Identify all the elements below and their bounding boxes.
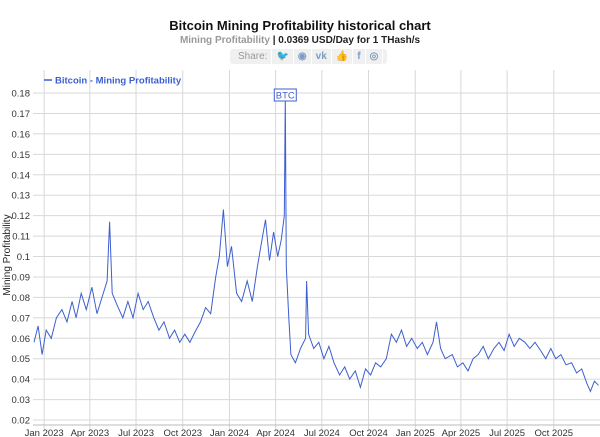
y-tick-label: 0.13 [12,191,31,202]
x-tick-label: Jul 2025 [489,428,525,437]
x-tick-label: Jan 2023 [25,428,64,437]
x-tick-label: Jan 2024 [210,428,249,437]
y-tick-label: 0.14 [12,170,31,181]
y-tick-label: 0.03 [12,395,31,406]
y-tick-label: 0.02 [12,416,31,427]
x-tick-label: Oct 2025 [535,428,574,437]
chart-title: Bitcoin Mining Profitability historical … [169,18,431,33]
share-bar: Share: 🐦 ◉ vk 👍 f ◎ [230,49,388,64]
annotation-label: BTC [276,91,295,102]
y-tick-label: 0.04 [12,375,31,386]
y-axis-label: Mining Profitability [2,214,13,295]
weibo-icon[interactable]: ◎ [366,49,384,64]
x-tick-label: Oct 2023 [163,428,202,437]
share-label: Share: [234,49,273,64]
facebook-icon[interactable]: f [353,49,366,64]
series-line-mining-profitability [33,97,599,393]
y-tick-label: 0.07 [12,313,31,324]
x-tick-label: Jul 2023 [118,428,154,437]
y-tick-label: 0.17 [12,109,31,120]
twitter-icon[interactable]: 🐦 [272,49,294,64]
subtitle-label[interactable]: Mining Profitability [179,35,270,46]
y-tick-label: 0.1 [17,252,30,263]
y-tick-label: 0.08 [12,293,31,304]
annotation-flag [273,88,297,102]
chart-subtitle: Mining Profitability | 0.0369 USD/Day fo… [0,35,600,46]
vk-icon[interactable]: vk [312,49,332,64]
like-icon[interactable]: 👍 [332,49,354,64]
x-tick-label: Apr 2025 [442,428,481,437]
y-tick-label: 0.09 [12,272,31,283]
y-tick-label: 0.12 [12,211,31,222]
x-tick-label: Jul 2024 [304,428,340,437]
y-tick-label: 0.15 [12,150,31,161]
subtitle-value: | 0.0369 USD/Day for 1 THash/s [272,35,421,46]
y-tick-label: 0.11 [12,232,30,243]
legend-label: Bitcoin - Mining Profitability [55,76,182,87]
x-tick-label: Apr 2024 [256,428,295,437]
y-tick-label: 0.16 [12,129,31,140]
y-tick-label: 0.06 [12,334,31,345]
y-tick-label: 0.05 [12,354,31,365]
x-tick-label: Apr 2023 [71,428,110,437]
y-tick-label: 0.18 [12,89,31,100]
x-tick-label: Oct 2024 [349,428,388,437]
x-tick-label: Jan 2025 [396,428,435,437]
reddit-icon[interactable]: ◉ [294,49,312,64]
